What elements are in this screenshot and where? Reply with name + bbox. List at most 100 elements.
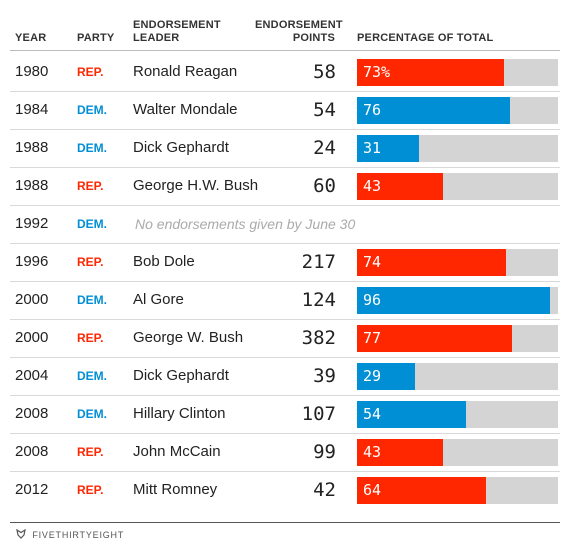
leader-cell: Al Gore bbox=[133, 291, 184, 308]
percentage-bar bbox=[357, 59, 504, 86]
row-divider bbox=[10, 129, 560, 130]
header-leader: ENDORSEMENT LEADER bbox=[133, 19, 221, 45]
row-divider bbox=[10, 243, 560, 244]
party-cell: DEM. bbox=[77, 293, 107, 307]
points-cell: 42 bbox=[313, 479, 336, 501]
header-points-line2: POINTS bbox=[292, 32, 335, 44]
party-cell: REP. bbox=[77, 331, 104, 345]
party-cell: DEM. bbox=[77, 141, 107, 155]
percentage-label: 73% bbox=[363, 63, 391, 81]
percentage-bar-track: 54 bbox=[357, 401, 558, 428]
leader-cell: Ronald Reagan bbox=[133, 63, 238, 80]
percentage-label: 43 bbox=[363, 443, 382, 461]
year-cell: 1988 bbox=[15, 177, 49, 194]
table-row: 2000 REP. George W. Bush 382 77 bbox=[0, 319, 575, 357]
percentage-bar bbox=[357, 401, 466, 428]
leader-cell: Bob Dole bbox=[133, 253, 195, 270]
party-cell: REP. bbox=[77, 483, 104, 497]
table-row: 1980 REP. Ronald Reagan 58 73% bbox=[0, 53, 575, 91]
percentage-bar-track: 76 bbox=[357, 97, 558, 124]
row-divider bbox=[10, 433, 560, 434]
percentage-bar-track: 43 bbox=[357, 173, 558, 200]
leader-cell: George H.W. Bush bbox=[133, 177, 259, 194]
percentage-label: 31 bbox=[363, 139, 382, 157]
table-row: 1988 DEM. Dick Gephardt 24 31 bbox=[0, 129, 575, 167]
percentage-bar bbox=[357, 135, 420, 162]
table-row: 2000 DEM. Al Gore 124 96 bbox=[0, 281, 575, 319]
header-points: ENDORSEMENT POINTS bbox=[255, 19, 343, 45]
party-cell: REP. bbox=[77, 255, 104, 269]
percentage-bar bbox=[357, 439, 444, 466]
table-row: 2008 REP. John McCain 99 43 bbox=[0, 433, 575, 471]
table-row: 1988 REP. George H.W. Bush 60 43 bbox=[0, 167, 575, 205]
percentage-label: 64 bbox=[363, 481, 382, 499]
fivethirtyeight-fox-icon bbox=[16, 528, 26, 539]
no-endorsement-note: No endorsements given by June 30 bbox=[135, 216, 356, 232]
percentage-bar bbox=[357, 97, 510, 124]
table-row: 1984 DEM. Walter Mondale 54 76 bbox=[0, 91, 575, 129]
year-cell: 2004 bbox=[15, 367, 49, 384]
points-cell: 39 bbox=[313, 365, 336, 387]
percentage-label: 96 bbox=[363, 291, 382, 309]
points-cell: 124 bbox=[301, 289, 336, 311]
year-cell: 2008 bbox=[15, 405, 49, 422]
percentage-bar bbox=[357, 477, 486, 504]
points-cell: 24 bbox=[313, 137, 336, 159]
row-divider bbox=[10, 471, 560, 472]
footer-divider bbox=[10, 522, 560, 523]
leader-cell: George W. Bush bbox=[133, 329, 244, 346]
percentage-bar-track: 77 bbox=[357, 325, 558, 352]
points-cell: 99 bbox=[313, 441, 336, 463]
leader-cell: Dick Gephardt bbox=[133, 367, 229, 384]
table-row: 1992 DEM. No endorsements given by June 30 bbox=[0, 205, 575, 243]
row-divider bbox=[10, 205, 560, 206]
row-divider bbox=[10, 281, 560, 282]
percentage-bar-track: 96 bbox=[357, 287, 558, 314]
table-row: 1996 REP. Bob Dole 217 74 bbox=[0, 243, 575, 281]
header-party: PARTY bbox=[77, 32, 115, 44]
percentage-label: 77 bbox=[363, 329, 382, 347]
table-row: 2008 DEM. Hillary Clinton 107 54 bbox=[0, 395, 575, 433]
row-divider bbox=[10, 395, 560, 396]
points-cell: 217 bbox=[301, 251, 336, 273]
row-divider bbox=[10, 319, 560, 320]
header-points-line1: ENDORSEMENT bbox=[255, 19, 343, 31]
percentage-bar-track: 29 bbox=[357, 363, 558, 390]
year-cell: 2000 bbox=[15, 291, 49, 308]
percentage-label: 76 bbox=[363, 101, 382, 119]
header-percentage: PERCENTAGE OF TOTAL bbox=[357, 32, 494, 44]
leader-cell: Hillary Clinton bbox=[133, 405, 226, 422]
year-cell: 1988 bbox=[15, 139, 49, 156]
leader-cell: Walter Mondale bbox=[133, 101, 238, 118]
party-cell: REP. bbox=[77, 179, 104, 193]
percentage-label: 74 bbox=[363, 253, 382, 271]
footer-brand: FIVETHIRTYEIGHT bbox=[16, 528, 124, 541]
percentage-bar-track: 31 bbox=[357, 135, 558, 162]
percentage-bar bbox=[357, 249, 506, 276]
party-cell: REP. bbox=[77, 445, 104, 459]
leader-cell: John McCain bbox=[133, 443, 221, 460]
row-divider bbox=[10, 357, 560, 358]
table-row: 2004 DEM. Dick Gephardt 39 29 bbox=[0, 357, 575, 395]
row-divider bbox=[10, 167, 560, 168]
year-cell: 2012 bbox=[15, 481, 49, 498]
percentage-bar bbox=[357, 363, 416, 390]
percentage-bar bbox=[357, 325, 512, 352]
leader-cell: Dick Gephardt bbox=[133, 139, 229, 156]
header-year: YEAR bbox=[15, 32, 47, 44]
header-leader-line1: ENDORSEMENT bbox=[133, 19, 221, 31]
percentage-bar bbox=[357, 287, 550, 314]
points-cell: 382 bbox=[301, 327, 336, 349]
percentage-bar-track: 43 bbox=[357, 439, 558, 466]
percentage-label: 54 bbox=[363, 405, 382, 423]
year-cell: 2000 bbox=[15, 329, 49, 346]
percentage-label: 43 bbox=[363, 177, 382, 195]
header-divider bbox=[10, 50, 560, 51]
points-cell: 58 bbox=[313, 61, 336, 83]
year-cell: 1980 bbox=[15, 63, 49, 80]
points-cell: 60 bbox=[313, 175, 336, 197]
year-cell: 1984 bbox=[15, 101, 49, 118]
party-cell: DEM. bbox=[77, 407, 107, 421]
points-cell: 54 bbox=[313, 99, 336, 121]
party-cell: DEM. bbox=[77, 369, 107, 383]
